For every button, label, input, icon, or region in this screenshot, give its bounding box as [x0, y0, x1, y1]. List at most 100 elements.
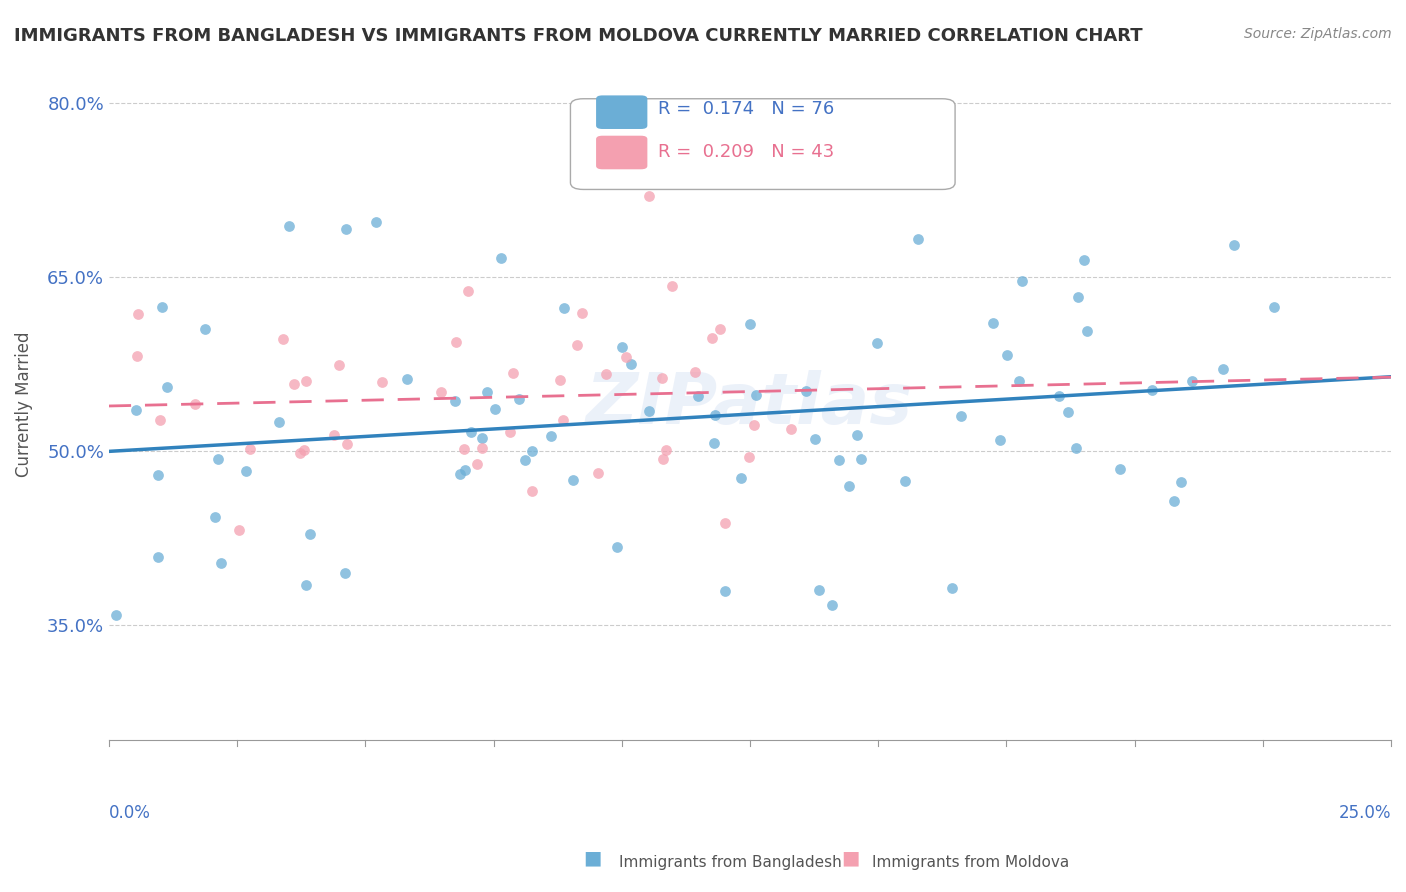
FancyBboxPatch shape	[596, 95, 647, 129]
Point	[907, 231, 929, 245]
Point	[465, 457, 488, 471]
Point	[988, 434, 1011, 448]
Point	[194, 322, 217, 336]
Point	[548, 373, 571, 387]
Point	[688, 389, 710, 403]
Point	[652, 451, 675, 466]
Point	[738, 317, 761, 331]
Point	[207, 452, 229, 467]
Point	[703, 435, 725, 450]
Text: Source: ZipAtlas.com: Source: ZipAtlas.com	[1244, 27, 1392, 41]
Point	[502, 366, 524, 380]
Text: R =  0.174   N = 76: R = 0.174 N = 76	[658, 100, 834, 118]
Point	[614, 350, 637, 364]
Text: IMMIGRANTS FROM BANGLADESH VS IMMIGRANTS FROM MOLDOVA CURRENTLY MARRIED CORRELAT: IMMIGRANTS FROM BANGLADESH VS IMMIGRANTS…	[14, 27, 1143, 45]
Point	[1076, 324, 1098, 338]
Point	[742, 417, 765, 432]
Point	[336, 437, 359, 451]
Point	[127, 350, 149, 364]
Point	[540, 429, 562, 443]
Point	[484, 402, 506, 417]
Point	[709, 322, 731, 336]
Point	[328, 359, 350, 373]
Point	[489, 251, 512, 265]
Point	[655, 443, 678, 458]
Point	[430, 385, 453, 400]
Point	[638, 189, 661, 203]
Point	[508, 392, 530, 406]
Point	[1109, 462, 1132, 476]
Point	[267, 415, 290, 429]
Point	[1008, 374, 1031, 388]
Point	[333, 566, 356, 581]
Point	[803, 432, 825, 446]
Point	[651, 371, 673, 385]
Point	[1140, 383, 1163, 397]
Point	[299, 527, 322, 541]
Point	[562, 473, 585, 487]
Point	[184, 396, 207, 410]
Point	[460, 425, 482, 439]
Point	[204, 510, 226, 524]
Point	[807, 583, 830, 598]
Point	[1067, 290, 1090, 304]
Point	[586, 466, 609, 480]
Point	[1181, 375, 1204, 389]
Point	[606, 541, 628, 555]
Y-axis label: Currently Married: Currently Married	[15, 332, 32, 477]
Point	[995, 348, 1018, 362]
Point	[846, 428, 869, 442]
Point	[209, 556, 232, 570]
Point	[335, 221, 357, 235]
Point	[125, 402, 148, 417]
Point	[371, 375, 394, 389]
Point	[156, 379, 179, 393]
Point	[1057, 405, 1080, 419]
Point	[522, 483, 544, 498]
Point	[471, 431, 494, 445]
Point	[146, 550, 169, 565]
Point	[683, 365, 706, 379]
Point	[288, 446, 311, 460]
Text: R =  0.209   N = 43: R = 0.209 N = 43	[658, 144, 834, 161]
Point	[894, 474, 917, 488]
Point	[1047, 389, 1070, 403]
Point	[730, 471, 752, 485]
Point	[515, 452, 537, 467]
Point	[520, 444, 543, 458]
Point	[849, 451, 872, 466]
Point	[1263, 300, 1285, 314]
FancyBboxPatch shape	[596, 136, 647, 169]
Point	[745, 388, 768, 402]
Point	[457, 285, 479, 299]
Point	[454, 463, 477, 477]
Point	[981, 316, 1004, 330]
Point	[866, 335, 889, 350]
Point	[499, 425, 522, 439]
Point	[1222, 238, 1244, 252]
Text: Immigrants from Bangladesh: Immigrants from Bangladesh	[619, 855, 841, 870]
Text: ■: ■	[583, 848, 602, 867]
Point	[949, 409, 972, 423]
Point	[714, 583, 737, 598]
Point	[444, 334, 467, 349]
Point	[827, 452, 849, 467]
Point	[449, 467, 471, 481]
Point	[1212, 361, 1234, 376]
Point	[150, 300, 173, 314]
Point	[283, 376, 305, 391]
Point	[661, 279, 683, 293]
Point	[941, 581, 963, 595]
Point	[637, 404, 659, 418]
Point	[148, 467, 170, 482]
Point	[595, 367, 617, 381]
Point	[1163, 494, 1185, 508]
Point	[714, 516, 737, 531]
Point	[295, 375, 318, 389]
Point	[475, 385, 498, 400]
Point	[364, 214, 387, 228]
Point	[453, 442, 475, 457]
Text: 25.0%: 25.0%	[1339, 804, 1391, 822]
Point	[704, 408, 727, 422]
Point	[294, 578, 316, 592]
